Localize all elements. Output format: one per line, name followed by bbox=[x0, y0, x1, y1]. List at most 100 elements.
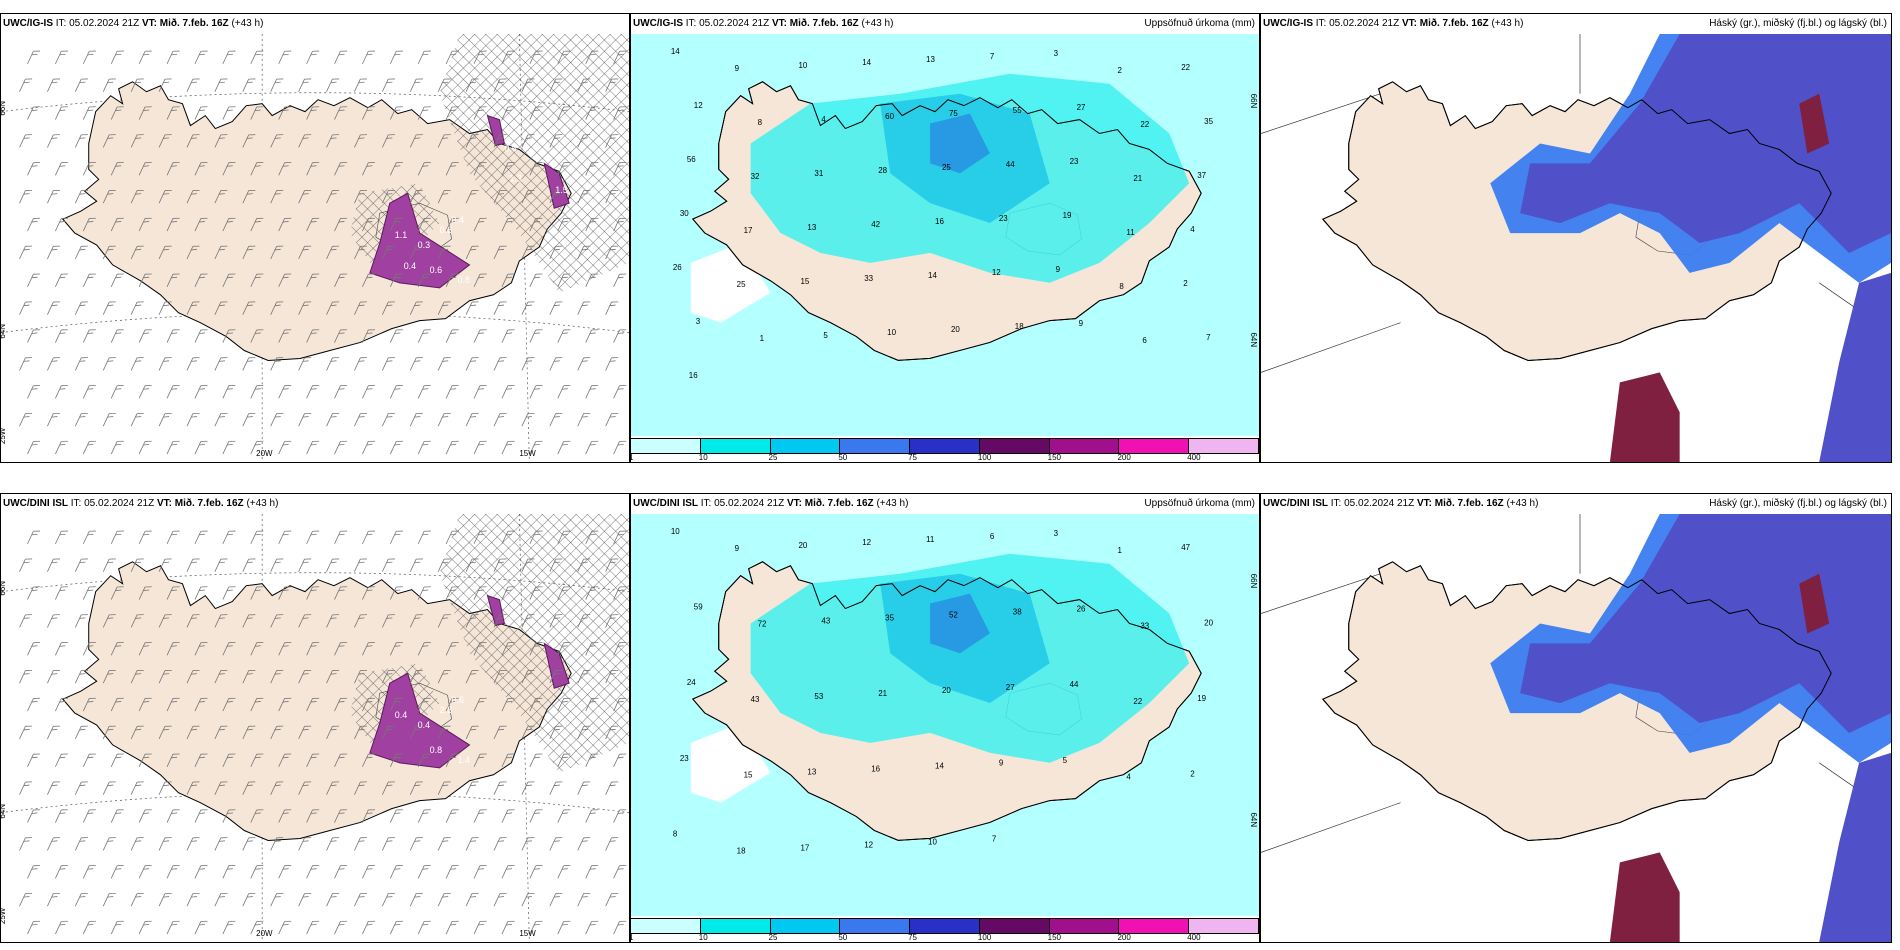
wind-barb-icon bbox=[55, 586, 68, 600]
wind-barb-icon bbox=[521, 725, 535, 740]
wind-barb-icon bbox=[326, 78, 340, 92]
wind-barb-icon bbox=[138, 697, 152, 712]
wind-barb-icon bbox=[298, 357, 312, 371]
wind-barb-icon bbox=[501, 440, 515, 455]
wind-barb-icon bbox=[19, 669, 33, 684]
wind-barb-icon bbox=[493, 837, 507, 851]
wind-barb-icon bbox=[557, 920, 571, 935]
precip-map: 10 9 20 12 11 6 3 1 47 59 72 43 35 52 38 26 33 20 24 43 53 21… bbox=[631, 514, 1259, 916]
wind-barb-icon bbox=[130, 837, 144, 851]
panel-header: UWC/DINI ISL IT: 05.02.2024 21Z VT: Mið.… bbox=[1, 494, 629, 514]
lon-label: 15W bbox=[519, 449, 536, 458]
wind-barb-icon bbox=[605, 558, 619, 572]
station-value: 35 bbox=[1204, 117, 1213, 126]
cloud-panel-row1: UWC/IG-IS IT: 05.02.2024 21Z VT: Mið. 7.… bbox=[1260, 13, 1892, 463]
station-value: 44 bbox=[1006, 160, 1015, 169]
wind-barb-icon bbox=[214, 134, 228, 148]
colorbar-swatch bbox=[1049, 919, 1120, 933]
wind-barb-icon bbox=[445, 865, 459, 879]
wind-barb-icon bbox=[27, 385, 41, 399]
station-value: 20 bbox=[798, 541, 807, 550]
it-value: 05.02.2024 21Z bbox=[69, 18, 140, 29]
wind-barb-icon bbox=[326, 301, 340, 315]
wind-barb-icon bbox=[130, 301, 144, 315]
wind-barb-icon bbox=[250, 920, 264, 935]
wind-barb-icon bbox=[437, 837, 451, 851]
wind-barb-icon bbox=[214, 558, 228, 572]
wind-barb-icon bbox=[270, 301, 284, 315]
wind-barb-icon bbox=[158, 558, 172, 572]
wind-barb-icon bbox=[409, 357, 423, 371]
wind-barb-icon bbox=[138, 273, 152, 287]
contour-label: 0.8 bbox=[458, 275, 470, 285]
wind-barb-icon bbox=[521, 412, 535, 427]
colorbar-swatch bbox=[1119, 439, 1190, 453]
wind-barb-icon bbox=[362, 50, 376, 65]
wind-barb-icon bbox=[501, 697, 515, 712]
wind-barb-icon bbox=[27, 106, 41, 120]
wind-barb-icon bbox=[270, 134, 284, 148]
wind-barb-icon bbox=[47, 781, 61, 795]
panel-header: UWC/DINI ISL IT: 05.02.2024 21Z VT: Mið.… bbox=[631, 494, 1259, 514]
lon-label: 20W bbox=[256, 449, 273, 458]
wind-barb-icon bbox=[250, 809, 264, 823]
wind-barb-icon bbox=[222, 217, 236, 232]
wind-barb-icon bbox=[27, 642, 41, 656]
wind-barb-icon bbox=[298, 781, 312, 795]
precip-contour bbox=[543, 162, 570, 209]
wind-barb-icon bbox=[166, 440, 180, 455]
wind-barb-icon bbox=[82, 753, 96, 767]
wind-barb-icon bbox=[445, 642, 459, 656]
wind-barb-icon bbox=[557, 753, 571, 767]
contour-label: 1.1 bbox=[395, 230, 407, 240]
wind-barb-icon bbox=[138, 753, 152, 767]
station-value: 11 bbox=[926, 535, 935, 544]
vt-label: VT: bbox=[1401, 18, 1417, 29]
wind-barb-icon bbox=[521, 558, 535, 572]
wind-barb-icon bbox=[389, 920, 403, 935]
wind-barb-icon bbox=[417, 753, 431, 767]
wind-barb-icon bbox=[82, 162, 96, 176]
wind-barb-icon bbox=[465, 412, 479, 427]
wind-barb-icon bbox=[521, 837, 535, 851]
station-value: 15 bbox=[800, 277, 809, 286]
wind-barb-icon bbox=[298, 412, 312, 427]
wind-barb-icon bbox=[465, 725, 479, 740]
wind-barb-icon bbox=[334, 697, 348, 712]
lead-time: (+43 h) bbox=[231, 18, 264, 29]
wind-barb-icon bbox=[521, 78, 535, 92]
wind-barb-icon bbox=[549, 189, 563, 204]
wind-barb-icon bbox=[613, 642, 627, 656]
wind-barb-icon bbox=[74, 245, 88, 260]
wind-barb-icon bbox=[557, 530, 571, 545]
wind-barb-icon bbox=[437, 558, 451, 572]
wind-barb-icon bbox=[381, 301, 395, 315]
station-value: 9 bbox=[1079, 319, 1084, 328]
wind-barb-icon bbox=[549, 357, 563, 371]
lat-label: 64N bbox=[1249, 813, 1258, 828]
wind-barb-icon bbox=[409, 558, 423, 572]
station-value: 19 bbox=[1063, 211, 1072, 220]
wind-barb-icon bbox=[214, 357, 228, 371]
wind-barb-icon bbox=[158, 412, 172, 427]
station-value: 24 bbox=[687, 678, 696, 687]
wind-barb-icon bbox=[334, 385, 348, 399]
wind-barb-icon bbox=[605, 78, 619, 92]
station-value: 20 bbox=[942, 686, 951, 695]
wind-barb-icon bbox=[549, 78, 563, 92]
wind-barb-icon bbox=[82, 920, 96, 935]
wind-barb-icon bbox=[27, 920, 41, 935]
wind-barb-icon bbox=[186, 134, 200, 148]
cloud-low-layer bbox=[1799, 93, 1830, 154]
wind-barb-icon bbox=[354, 245, 368, 260]
wind-barb-icon bbox=[110, 273, 124, 287]
station-value: 8 bbox=[673, 829, 678, 838]
station-value: 2 bbox=[1117, 66, 1122, 75]
wind-barb-icon bbox=[501, 106, 515, 120]
colorbar-swatch bbox=[910, 439, 980, 453]
wind-barb-icon bbox=[501, 920, 515, 935]
wind-barb-icon bbox=[186, 725, 200, 740]
wind-barb-icon bbox=[605, 412, 619, 427]
wind-barb-icon bbox=[138, 920, 152, 935]
wind-map: 1.1 0.3 0.4 0.6 0.8 0.6 0.4 1.3 0.6 1.5 66N 64N 25W 2… bbox=[1, 34, 629, 462]
